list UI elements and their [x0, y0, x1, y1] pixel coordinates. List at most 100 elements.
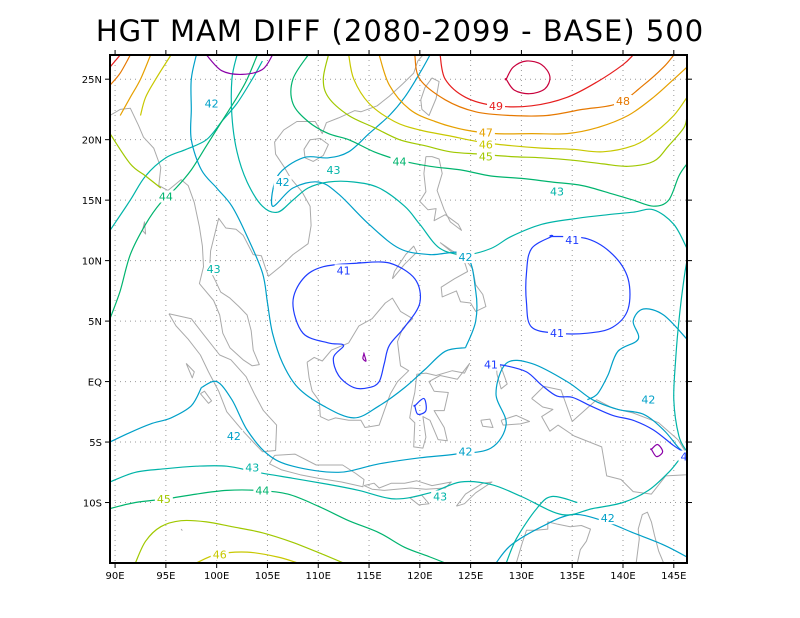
- x-tick-label: 105E: [255, 571, 280, 582]
- contour-line-42: [189, 55, 466, 419]
- x-tick-label: 145E: [661, 571, 686, 582]
- contour-line-47: [378, 55, 687, 135]
- contour-line-42: [270, 55, 478, 348]
- coastline: [480, 418, 494, 428]
- contour-label: 44: [393, 155, 407, 168]
- contour-line-41: [485, 362, 687, 455]
- contour-label-bg: [204, 263, 223, 276]
- coastline: [515, 521, 591, 563]
- y-axis: 25N 20N 15N 10N 5N EQ 5S 10S: [82, 75, 692, 510]
- contour-label-bg: [476, 126, 495, 139]
- contour-label-bg: [547, 327, 566, 340]
- contour-line-46: [139, 55, 172, 116]
- contour-label: 41: [337, 264, 351, 277]
- coastline: [531, 385, 687, 495]
- coastline: [500, 414, 530, 426]
- x-tick-label: 95E: [156, 571, 175, 582]
- y-tick-label: 20N: [82, 136, 102, 147]
- contour-line-43: [673, 260, 687, 453]
- contour-label: 43: [550, 186, 564, 199]
- coastline: [200, 390, 213, 404]
- contour-line-45: [110, 133, 162, 189]
- contour-label: 42: [459, 446, 473, 459]
- coastline: [391, 245, 418, 280]
- y-tick-label: 10N: [82, 257, 102, 268]
- contour-label-bg: [476, 138, 495, 151]
- x-tick-label: 120E: [407, 571, 432, 582]
- contour-label: 42: [276, 176, 290, 189]
- contour-label: 49: [489, 100, 503, 113]
- contour-line-42: [201, 359, 687, 473]
- contour-label: 43: [433, 490, 447, 503]
- coastline: [110, 55, 424, 367]
- contour-line-42: [110, 387, 202, 443]
- y-tick-label: 5N: [88, 317, 102, 328]
- contour-label-bg: [456, 445, 475, 458]
- contour-label-bg: [202, 97, 221, 110]
- contour-line-44: [110, 55, 258, 319]
- x-tick-label: 135E: [560, 571, 585, 582]
- contour-line-40: [362, 352, 367, 362]
- x-tick-label: 140E: [610, 571, 635, 582]
- contour-label: 42: [601, 512, 615, 525]
- grid-lines: [110, 55, 687, 563]
- coastline: [456, 481, 493, 507]
- contour-label-bg: [547, 185, 566, 198]
- plot-frame: [109, 54, 688, 564]
- contour-label: 43: [245, 461, 259, 474]
- contour-label-bg: [678, 450, 690, 463]
- contour-label: 44: [255, 484, 269, 497]
- y-tick-label: 15N: [82, 196, 102, 207]
- contour-label-bg: [431, 490, 450, 503]
- contour-line-43: [110, 451, 687, 516]
- contour-line-41: [413, 397, 427, 415]
- x-tick-label: 115E: [356, 571, 381, 582]
- x-tick-label: 90E: [106, 571, 125, 582]
- contour-label-bg: [243, 461, 262, 474]
- contour-label-bg: [598, 512, 617, 525]
- contour-label-bg: [273, 176, 292, 188]
- x-tick-label: 125E: [458, 571, 483, 582]
- coastline: [185, 363, 195, 379]
- contour-line-50: [504, 60, 551, 95]
- contour-line-46: [348, 55, 687, 153]
- x-tick-label: 110E: [306, 571, 331, 582]
- contour-label-bg: [210, 548, 229, 561]
- contour-label: 42: [205, 97, 219, 110]
- contour-label-bg: [476, 150, 495, 163]
- contour-line-45: [322, 55, 687, 167]
- contour-label-bg: [334, 264, 353, 277]
- contour-label-bg: [324, 163, 343, 176]
- coastline: [269, 453, 365, 488]
- contour-label: 48: [616, 95, 630, 108]
- y-tick-label: 25N: [82, 75, 102, 86]
- contour-label: 45: [157, 493, 171, 506]
- contour-line-48: [414, 55, 675, 117]
- contour-line-48: [110, 55, 131, 86]
- contour-label: 46: [213, 549, 227, 562]
- coastline: [363, 480, 452, 491]
- y-tick-label: EQ: [88, 378, 102, 389]
- contour-label: 42: [641, 394, 655, 407]
- coastlines: [110, 55, 687, 563]
- contour-label-bg: [154, 492, 173, 505]
- contour-label: 43: [326, 164, 340, 177]
- contour-label: 47: [479, 126, 493, 139]
- y-tick-label: 10S: [83, 499, 102, 510]
- contour-label: 41: [550, 327, 564, 340]
- contour-line-43: [110, 60, 263, 231]
- contour-label: 44: [159, 191, 173, 204]
- contour-label-bg: [487, 99, 506, 112]
- contour-label: 45: [479, 151, 493, 164]
- contour-line-41: [525, 234, 631, 335]
- contour-label: 41: [565, 234, 579, 247]
- coastline: [409, 362, 471, 449]
- contour-line-43: [505, 495, 578, 563]
- contour-line-47: [119, 55, 152, 116]
- contour-line-41: [292, 261, 422, 390]
- coastline: [142, 221, 147, 235]
- coastline: [439, 242, 487, 312]
- x-axis: 90E 95E 100E 105E 110E 115E 120E 125E 130E 135E 14…: [106, 50, 686, 582]
